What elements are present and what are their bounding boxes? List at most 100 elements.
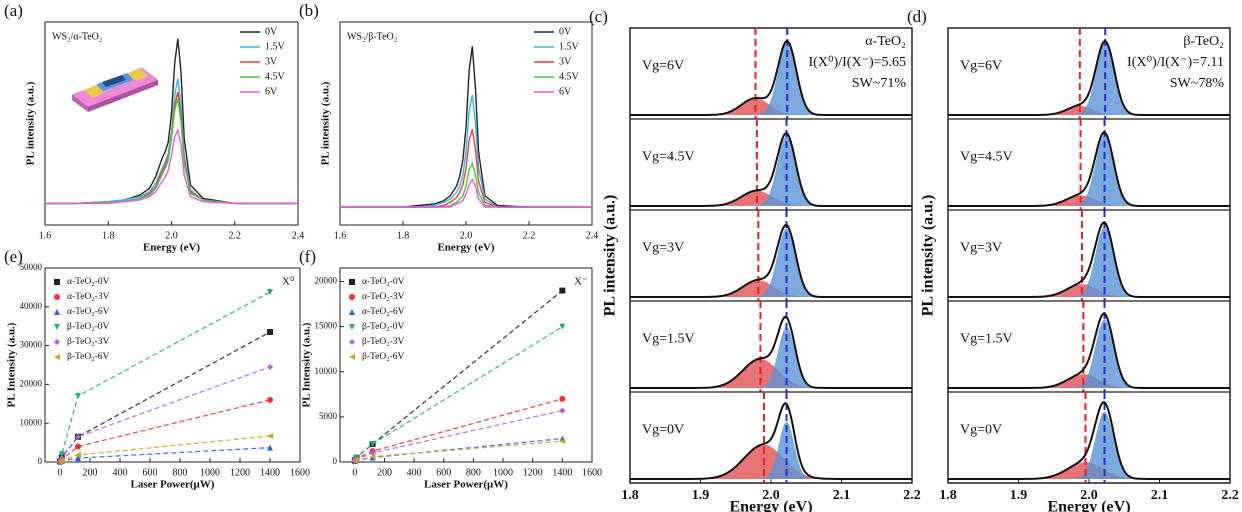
spectrum-line [340, 46, 592, 208]
x-tick-label: 800 [173, 467, 188, 478]
legend-label: α-TeO₂-0V [67, 277, 110, 287]
total-fit [948, 40, 1230, 116]
data-point [267, 363, 273, 370]
y-axis-label: PL intensity (a.u.) [320, 81, 332, 165]
trion-fit [630, 359, 912, 388]
inset-label: WS₂/β-TeO₂ [347, 31, 397, 42]
y-axis-label: PL intensity (a.u.) [25, 81, 37, 165]
fit-line [354, 398, 563, 462]
x-tick-label: 2.0 [762, 488, 780, 503]
annotation: I(X⁰)/I(X⁻)=5.65 [809, 55, 906, 70]
data-point [267, 396, 273, 403]
legend-marker [54, 354, 60, 360]
trion-fit [630, 444, 912, 479]
y-tick-label: 0 [38, 456, 43, 466]
fit-line [59, 399, 271, 463]
annotation: X⁰ [282, 276, 295, 288]
panel-label: (d) [907, 7, 927, 26]
x-tick-label: 1400 [552, 467, 572, 478]
x-tick-label: 1600 [290, 467, 310, 478]
x-tick-label: 800 [466, 467, 481, 478]
annotation: I(X⁰)/I(X⁻)=7.11 [1127, 55, 1224, 70]
y-tick-label: 15000 [315, 321, 338, 331]
x-tick-label: 2.2 [1221, 488, 1239, 503]
legend-marker [349, 339, 355, 345]
data-point [267, 444, 273, 451]
annotation: X⁻ [574, 276, 588, 288]
data-point [369, 453, 376, 460]
y-axis-label: PL intensity (a.u.) [920, 195, 937, 317]
gate-label: Vg=6V [642, 58, 684, 73]
panel-label: (f) [299, 247, 316, 266]
y-tick-label: 5000 [319, 411, 338, 421]
x-tick-label: 2.1 [1151, 488, 1169, 503]
total-fit [948, 401, 1230, 480]
fit-line [59, 366, 271, 462]
panel-label: (c) [589, 7, 608, 26]
gate-label: Vg=0V [960, 422, 1002, 437]
spectrum-line [45, 128, 298, 205]
x-tick-label: 1.9 [1010, 488, 1028, 503]
exciton-fit [630, 228, 912, 297]
data-point [559, 287, 566, 294]
legend-label: 3V [265, 56, 278, 67]
y-tick-label: 20000 [20, 378, 43, 388]
x-tick-label: 1.6 [39, 230, 52, 241]
total-fit [948, 221, 1230, 298]
y-axis-label: PL Intensity (a.u.) [301, 322, 313, 407]
x-tick-label: 1400 [260, 467, 280, 478]
legend-marker [54, 294, 60, 300]
x-tick-label: 2.2 [229, 230, 242, 241]
legend-marker [54, 339, 60, 345]
data-point [559, 323, 566, 330]
legend-label: 3V [559, 56, 572, 67]
legend-marker [54, 309, 60, 315]
gate-label: Vg=4.5V [960, 149, 1013, 164]
x-axis-label: Energy (eV) [437, 242, 494, 254]
legend-label: α-TeO₂-0V [362, 277, 405, 287]
legend-label: β-TeO₂-0V [362, 322, 404, 332]
x-tick-label: 1000 [200, 467, 220, 478]
fit-line [354, 440, 563, 462]
inset-label: WS₂/α-TeO₂ [52, 31, 102, 42]
x-tick-label: 2.4 [586, 230, 599, 241]
device-inset [71, 67, 159, 112]
annotation: α-TeO₂ [865, 34, 906, 49]
exciton-fit [948, 134, 1230, 206]
x-axis-label: Laser Power(μW) [424, 479, 508, 491]
spectrum-line [340, 94, 592, 208]
x-tick-label: 600 [143, 467, 158, 478]
x-tick-label: 1.6 [334, 230, 347, 241]
exciton-fit [630, 42, 912, 115]
fit-line [354, 409, 563, 462]
data-point [369, 440, 376, 447]
legend-marker [349, 354, 355, 360]
legend-label: α-TeO₂-6V [362, 307, 405, 317]
legend-label: 0V [559, 26, 572, 37]
x-tick-label: 1200 [230, 467, 250, 478]
spectrum-line [45, 38, 298, 205]
y-axis-label: PL intensity (a.u.) [602, 195, 619, 317]
y-axis-label: PL Intensity (a.u.) [6, 322, 18, 407]
gate-label: Vg=1.5V [960, 331, 1013, 346]
x-axis-label: Energy (eV) [729, 499, 812, 512]
gate-label: Vg=0V [642, 422, 684, 437]
exciton-fit [948, 226, 1230, 297]
gate-label: Vg=3V [642, 240, 684, 255]
spectrum-line [340, 178, 592, 208]
legend-label: α-TeO₂-3V [362, 292, 405, 302]
plot-frame [44, 267, 301, 463]
total-fit [948, 131, 1230, 207]
total-fit [630, 132, 912, 207]
x-tick-label: 1.8 [939, 488, 957, 503]
x-tick-label: 1200 [523, 467, 543, 478]
y-tick-label: 0 [333, 456, 338, 466]
legend-marker [54, 324, 60, 330]
legend-label: 0V [265, 26, 278, 37]
data-point [75, 433, 81, 440]
x-tick-label: 0 [352, 467, 357, 478]
x-tick-label: 2.2 [523, 230, 536, 241]
legend-label: α-TeO₂-6V [67, 307, 110, 317]
